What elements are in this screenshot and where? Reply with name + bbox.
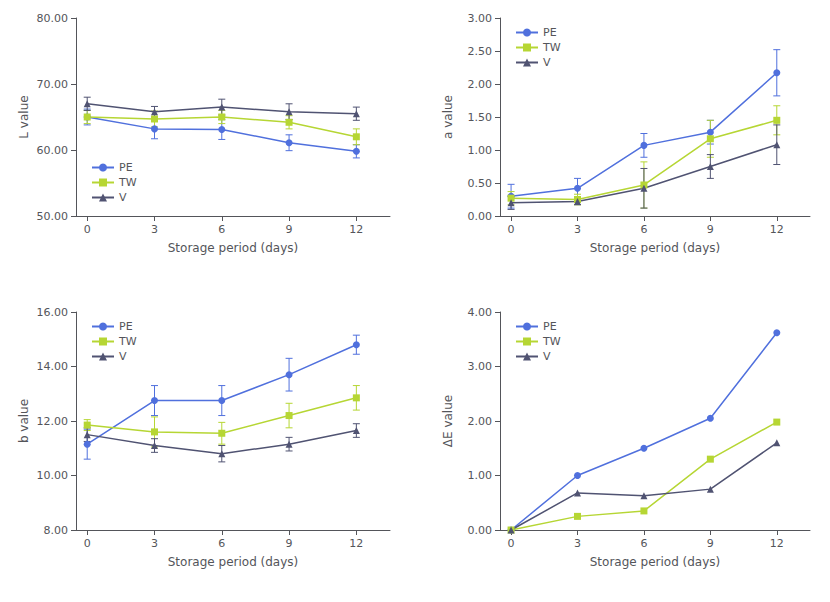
svg-text:L value: L value <box>17 95 31 138</box>
svg-text:V: V <box>543 350 551 363</box>
svg-text:0: 0 <box>84 223 91 236</box>
svg-text:V: V <box>543 56 551 69</box>
svg-text:4.00: 4.00 <box>468 306 493 319</box>
svg-text:12: 12 <box>349 537 363 550</box>
svg-text:TW: TW <box>118 176 137 189</box>
svg-text:9: 9 <box>707 537 714 550</box>
svg-text:a value: a value <box>441 95 455 139</box>
svg-text:50.00: 50.00 <box>37 210 69 223</box>
svg-text:9: 9 <box>707 223 714 236</box>
svg-text:Storage period (days): Storage period (days) <box>590 555 721 569</box>
svg-text:1.00: 1.00 <box>468 144 493 157</box>
svg-text:0.00: 0.00 <box>468 210 493 223</box>
svg-text:9: 9 <box>286 223 293 236</box>
svg-text:3: 3 <box>151 223 158 236</box>
svg-text:12.00: 12.00 <box>37 415 69 428</box>
svg-text:10.00: 10.00 <box>37 469 69 482</box>
svg-text:V: V <box>119 191 127 204</box>
svg-text:3: 3 <box>151 537 158 550</box>
svg-text:6: 6 <box>640 223 647 236</box>
svg-text:Storage period (days): Storage period (days) <box>590 241 721 255</box>
svg-text:PE: PE <box>543 26 557 39</box>
svg-text:Storage period (days): Storage period (days) <box>168 555 299 569</box>
svg-text:80.00: 80.00 <box>37 12 69 25</box>
svg-text:12: 12 <box>770 537 784 550</box>
svg-text:0: 0 <box>508 223 515 236</box>
svg-text:3.00: 3.00 <box>468 12 493 25</box>
svg-text:0.00: 0.00 <box>468 524 493 537</box>
svg-text:16.00: 16.00 <box>37 306 69 319</box>
svg-text:TW: TW <box>542 41 561 54</box>
svg-text:60.00: 60.00 <box>37 144 69 157</box>
svg-text:Storage period (days): Storage period (days) <box>168 241 299 255</box>
svg-text:0.50: 0.50 <box>468 177 493 190</box>
svg-text:PE: PE <box>119 320 133 333</box>
svg-text:14.00: 14.00 <box>37 360 69 373</box>
svg-text:1.50: 1.50 <box>468 111 493 124</box>
svg-text:3: 3 <box>574 223 581 236</box>
svg-text:3: 3 <box>574 537 581 550</box>
svg-text:ΔE value: ΔE value <box>441 395 455 447</box>
svg-text:2.00: 2.00 <box>468 415 493 428</box>
svg-text:6: 6 <box>218 537 225 550</box>
svg-text:1.00: 1.00 <box>468 469 493 482</box>
svg-text:PE: PE <box>543 320 557 333</box>
svg-text:0: 0 <box>84 537 91 550</box>
svg-text:12: 12 <box>349 223 363 236</box>
svg-text:2.50: 2.50 <box>468 45 493 58</box>
svg-text:b value: b value <box>17 399 31 443</box>
svg-text:6: 6 <box>218 223 225 236</box>
svg-text:12: 12 <box>770 223 784 236</box>
svg-text:8.00: 8.00 <box>44 524 69 537</box>
svg-text:6: 6 <box>640 537 647 550</box>
svg-text:0: 0 <box>508 537 515 550</box>
svg-text:70.00: 70.00 <box>37 78 69 91</box>
svg-text:TW: TW <box>542 335 561 348</box>
svg-text:TW: TW <box>118 335 137 348</box>
svg-text:PE: PE <box>119 161 133 174</box>
svg-text:V: V <box>119 350 127 363</box>
svg-text:9: 9 <box>286 537 293 550</box>
svg-text:3.00: 3.00 <box>468 360 493 373</box>
svg-text:2.00: 2.00 <box>468 78 493 91</box>
